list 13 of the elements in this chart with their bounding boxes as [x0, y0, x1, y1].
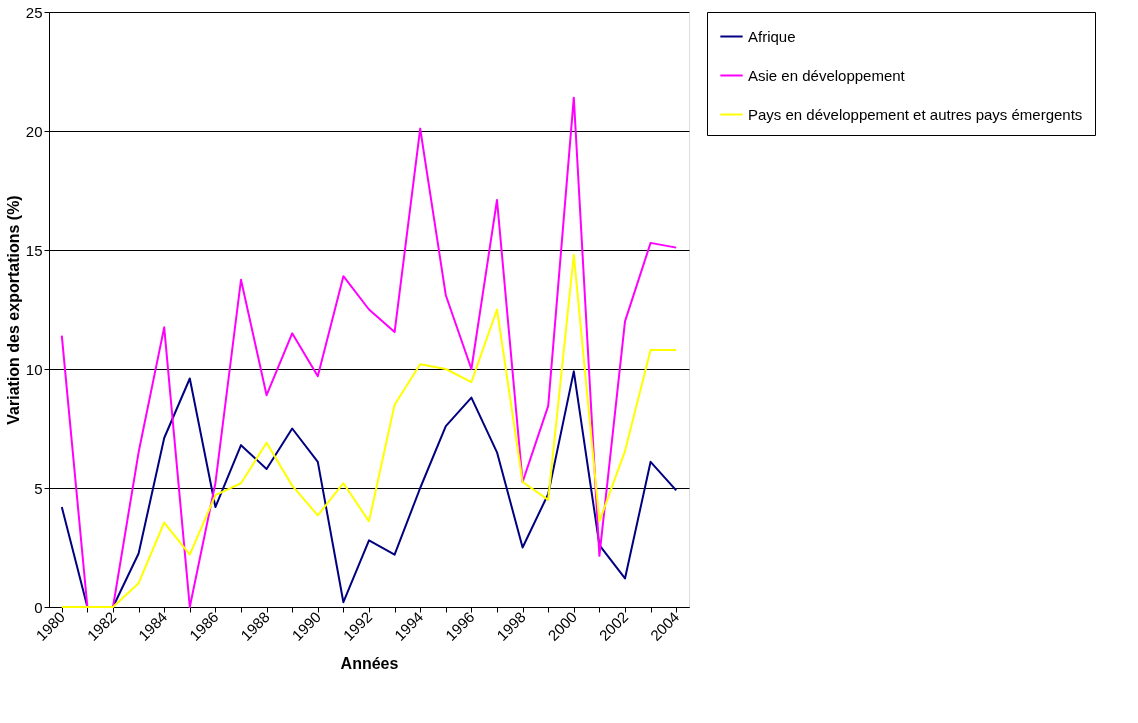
- y-tick-label: 20: [25, 122, 43, 140]
- legend-label: Afrique: [748, 27, 796, 45]
- x-axis-title: Années: [340, 654, 399, 672]
- legend-label: Pays en développement et autres pays émergents: [748, 105, 1083, 123]
- y-tick-label: 25: [25, 3, 43, 21]
- y-tick-label: 5: [34, 479, 43, 497]
- y-tick-label: 10: [25, 360, 43, 378]
- y-tick-label: 15: [25, 241, 43, 259]
- line-series: [60, 253, 678, 608]
- y-axis-title: Variation des exportations (%): [4, 195, 22, 425]
- y-tick-label: 0: [34, 598, 43, 616]
- line-series: [60, 96, 678, 608]
- legend-label: Asie en développement: [748, 66, 906, 84]
